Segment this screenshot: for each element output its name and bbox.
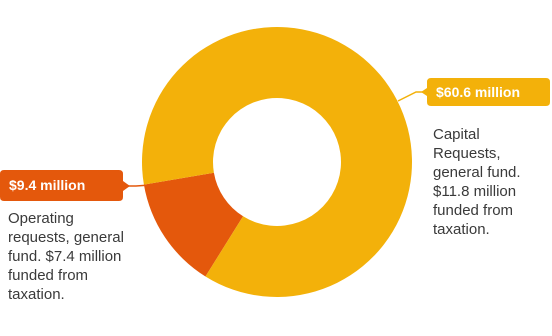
capital-value-callout-leader-line bbox=[397, 91, 426, 102]
capital-requests-slice bbox=[142, 26, 412, 297]
capital-value-callout-label: $60.6 million bbox=[436, 84, 520, 100]
operating-requests-slice bbox=[143, 172, 244, 277]
operating-value-callout-badge bbox=[0, 170, 130, 201]
capital-value-callout: $60.6 million bbox=[397, 78, 550, 106]
operating-value-callout-label: $9.4 million bbox=[9, 177, 85, 193]
operating-requests-description: Operating requests, general fund. $7.4 m… bbox=[8, 210, 124, 303]
operating-value-callout: $9.4 million bbox=[0, 170, 151, 201]
capital-requests-description: Capital Requests, general fund. $11.8 mi… bbox=[433, 126, 521, 238]
capital-value-callout-badge bbox=[421, 78, 550, 106]
